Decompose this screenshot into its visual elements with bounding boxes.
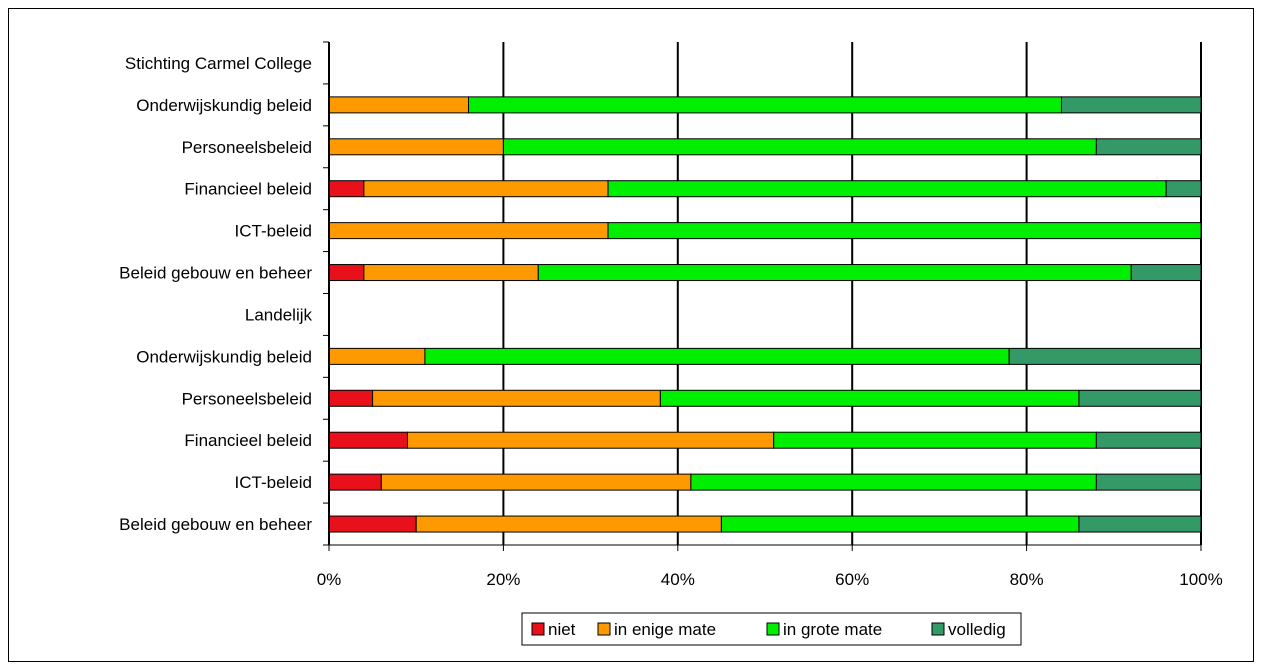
bar-segment-in-enige-mate <box>406 431 775 449</box>
bar-segment-in-grote-mate <box>537 264 1132 282</box>
bar-segment-in-grote-mate <box>607 222 1202 240</box>
bar-segment-niet <box>328 515 417 533</box>
chart-frame <box>8 8 1254 662</box>
bar-segment-in-enige-mate <box>328 138 504 156</box>
bar-segment-in-enige-mate <box>363 180 609 198</box>
bar-segment-niet <box>328 473 382 491</box>
category-label: ICT-beleid <box>235 473 312 492</box>
category-label: Beleid gebouw en beheer <box>119 264 312 283</box>
bar-segment-in-grote-mate <box>424 347 1010 365</box>
bar-segment-in-enige-mate <box>328 222 609 240</box>
legend-label: niet <box>548 620 576 639</box>
bar-segment-in-grote-mate <box>607 180 1167 198</box>
bar-segment-in-grote-mate <box>468 96 1062 114</box>
legend-label: in enige mate <box>614 620 716 639</box>
x-tick-label: 40% <box>661 570 695 589</box>
legend: niet in enige mate in grote mate volledig <box>521 612 1022 646</box>
bar-segment-volledig <box>1130 264 1202 282</box>
x-tick-label: 100% <box>1179 570 1222 589</box>
bar-segment-in-grote-mate <box>690 473 1097 491</box>
x-tick-labels: 0% 20% 40% 60% 80% 100% <box>317 570 1223 589</box>
category-label: Landelijk <box>245 305 313 324</box>
bar-segment-volledig <box>1095 473 1202 491</box>
bar-segment-volledig <box>1078 515 1202 533</box>
axes <box>323 41 1202 551</box>
category-label: Personeelsbeleid <box>182 389 312 408</box>
bar-segment-in-enige-mate <box>372 389 661 407</box>
bar-segment-in-enige-mate <box>363 264 539 282</box>
bar-segment-niet <box>328 264 365 282</box>
category-label: Financieel beleid <box>184 431 312 450</box>
legend-swatch <box>766 622 780 636</box>
x-tick-label: 0% <box>317 570 342 589</box>
legend-swatch <box>531 622 545 636</box>
category-label: Beleid gebouw en beheer <box>119 515 312 534</box>
category-label: Personeelsbeleid <box>182 138 312 157</box>
legend-label: in grote mate <box>783 620 882 639</box>
bars <box>328 96 1202 533</box>
category-label: Onderwijskundig beleid <box>136 347 312 366</box>
category-label: Financieel beleid <box>184 180 312 199</box>
bar-segment-in-grote-mate <box>502 138 1097 156</box>
bar-segment-in-grote-mate <box>773 431 1097 449</box>
bar-segment-volledig <box>1060 96 1202 114</box>
bar-segment-niet <box>328 180 365 198</box>
gridlines <box>502 42 1202 545</box>
legend-label: volledig <box>948 620 1006 639</box>
bar-segment-volledig <box>1095 431 1202 449</box>
bar-segment-in-enige-mate <box>328 96 470 114</box>
bar-segment-in-enige-mate <box>415 515 722 533</box>
bar-segment-niet <box>328 431 408 449</box>
bar-segment-in-grote-mate <box>659 389 1080 407</box>
category-label: Onderwijskundig beleid <box>136 96 312 115</box>
x-tick-label: 60% <box>835 570 869 589</box>
bar-segment-volledig <box>1008 347 1202 365</box>
bar-segment-in-enige-mate <box>328 347 426 365</box>
x-tick-label: 80% <box>1010 570 1044 589</box>
category-label: Stichting Carmel College <box>125 54 312 73</box>
bar-segment-volledig <box>1095 138 1202 156</box>
bar-segment-volledig <box>1078 389 1202 407</box>
x-tick-label: 20% <box>486 570 520 589</box>
legend-swatch <box>931 622 945 636</box>
bar-segment-in-grote-mate <box>720 515 1080 533</box>
legend-swatch <box>597 622 611 636</box>
category-labels: Stichting Carmel College Onderwijskundig … <box>119 54 312 534</box>
bar-segment-volledig <box>1165 180 1202 198</box>
bar-segment-niet <box>328 389 374 407</box>
category-label: ICT-beleid <box>235 222 312 241</box>
bar-segment-in-enige-mate <box>380 473 692 491</box>
